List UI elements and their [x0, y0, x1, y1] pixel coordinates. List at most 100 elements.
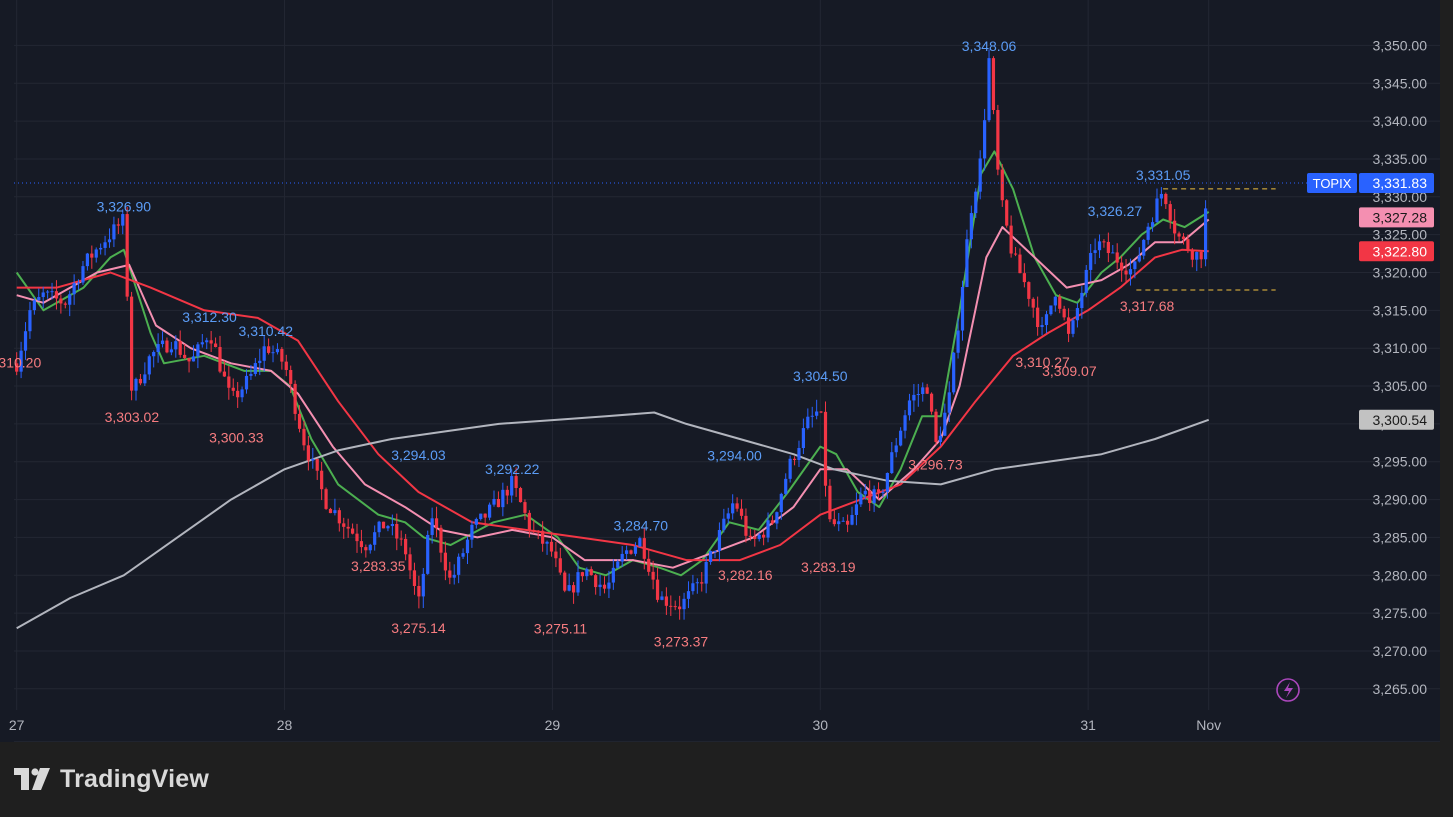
candle-body [731, 503, 735, 514]
candle-body [68, 294, 72, 305]
high-price-label: 3,312.30 [182, 309, 237, 325]
candle-body [779, 493, 783, 513]
candle-body [713, 550, 717, 552]
candle-body [541, 530, 545, 544]
candle-body [434, 518, 439, 528]
candle-body [695, 582, 699, 584]
axes[interactable]: 27 28 29 30 31 Nov 3,265.00 3,270.00 3,275.00 3,2… [9, 37, 1440, 742]
candle-body [1177, 233, 1181, 237]
candle-body [404, 538, 408, 555]
candle-body [76, 282, 81, 284]
candle-body [775, 512, 779, 524]
candlesticks [15, 49, 1208, 620]
candle-body [894, 445, 898, 453]
candle-body [514, 476, 518, 489]
candle-body [664, 596, 668, 606]
candle-body [218, 347, 222, 372]
y-axis-tick-label: 3,295.00 [1373, 454, 1428, 470]
candle-body [1124, 270, 1128, 275]
candle-body [673, 606, 677, 608]
candle-body [907, 400, 912, 416]
candle-body [244, 375, 249, 390]
candle-body [302, 428, 306, 446]
candle-body [1058, 296, 1062, 309]
candle-body [576, 572, 580, 593]
y-axis-tick-label: 3,275.00 [1373, 605, 1428, 621]
lightning-icon[interactable] [1276, 678, 1300, 702]
candle-body [744, 515, 748, 536]
candle-body [686, 591, 691, 599]
candle-body [558, 558, 562, 573]
candle-body [1093, 250, 1097, 253]
candle-body [815, 411, 819, 416]
candle-body [253, 363, 257, 374]
candle-body [1018, 254, 1022, 274]
chart-panel[interactable]: 3,326.90 3,312.30 3,310.42 3,294.03 3,292.22… [0, 0, 1440, 742]
candle-body [231, 387, 235, 391]
candle-body [607, 582, 611, 589]
candle-body [1181, 236, 1186, 240]
y-axis-tick-label: 3,340.00 [1373, 113, 1428, 129]
x-axis-tick-label: 31 [1080, 717, 1096, 733]
x-axis-tick-label: 30 [812, 717, 828, 733]
y-axis-tick-label: 3,270.00 [1373, 643, 1428, 659]
low-price-label: 3,273.37 [654, 633, 709, 649]
candle-body [399, 538, 403, 540]
lightning-icon-bolt [1284, 682, 1293, 698]
candle-body [94, 249, 98, 258]
tradingview-logo[interactable]: TradingView [14, 763, 209, 795]
high-price-label: 3,326.27 [1088, 203, 1143, 219]
candle-body [554, 551, 558, 559]
candle-body [532, 529, 536, 531]
candle-body [448, 570, 452, 578]
candle-body [669, 605, 673, 607]
price-tag-value: 3,331.83 [1373, 175, 1428, 191]
x-axis-tick-label: 28 [277, 717, 293, 733]
candle-body [881, 491, 885, 493]
y-axis-tick-label: 3,265.00 [1373, 681, 1428, 697]
candle-body [912, 394, 916, 401]
candle-body [797, 448, 801, 461]
candle-body [1022, 273, 1026, 283]
candle-body [682, 598, 686, 610]
candle-body [183, 354, 187, 358]
candle-body [147, 356, 151, 375]
candle-body [116, 224, 120, 226]
candle-body [549, 541, 554, 552]
candle-body [929, 393, 934, 412]
candle-body [346, 526, 350, 529]
high-price-label: 3,294.03 [391, 447, 446, 463]
candle-body [952, 352, 956, 393]
y-axis-tick-label: 3,310.00 [1373, 340, 1428, 356]
candle-body [757, 534, 761, 539]
candle-body [660, 596, 664, 600]
candle-body [381, 521, 386, 529]
candle-body [103, 242, 107, 248]
candle-body [465, 539, 470, 554]
candle-body [390, 523, 394, 527]
candle-body [655, 579, 660, 600]
candle-body [125, 214, 129, 297]
candle-body [474, 519, 478, 525]
candle-body [770, 520, 775, 524]
candle-body [107, 239, 112, 243]
candle-body [704, 562, 708, 584]
candle-body [625, 550, 629, 554]
candle-body [620, 553, 624, 562]
candle-body [589, 569, 593, 576]
candle-body [1000, 169, 1004, 201]
price-chart[interactable]: 3,326.90 3,312.303,310.42 3,294.03 3,292.22… [0, 0, 1440, 742]
candle-body [487, 504, 492, 518]
candle-body [342, 523, 346, 527]
candle-body [1040, 325, 1044, 328]
high-price-label: 3,348.06 [962, 38, 1017, 54]
candle-body [470, 524, 474, 540]
candle-body [1036, 307, 1040, 328]
candle-body [1186, 239, 1190, 251]
candle-body [678, 606, 682, 610]
candle-body [580, 572, 585, 577]
candle-body [1173, 220, 1177, 234]
candle-body [518, 488, 523, 503]
candle-body [872, 489, 876, 504]
price-labels: 3,326.90 3,312.303,310.42 3,294.03 3,292.22… [0, 38, 1191, 649]
